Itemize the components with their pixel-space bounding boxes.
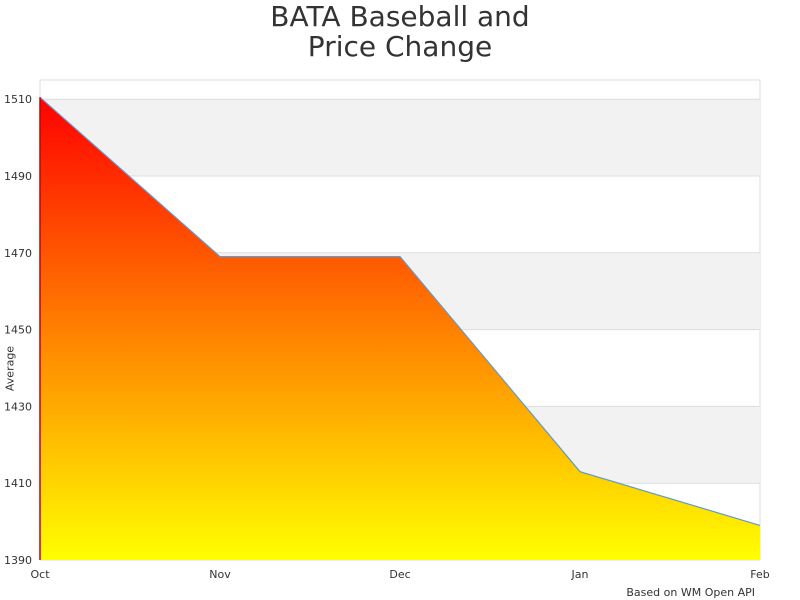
y-tick-label: 1410 — [4, 477, 32, 490]
x-tick-label: Jan — [571, 568, 589, 581]
x-tick-label: Oct — [30, 568, 50, 581]
y-tick-label: 1510 — [4, 93, 32, 106]
credit-text: Based on WM Open API — [626, 586, 755, 599]
title-line-2: Price Change — [307, 30, 493, 63]
grid-band — [40, 99, 760, 176]
title-line-1: BATA Baseball and — [270, 0, 530, 33]
y-tick-label: 1430 — [4, 400, 32, 413]
y-tick-label: 1450 — [4, 324, 32, 337]
x-tick-label: Feb — [750, 568, 769, 581]
x-tick-label: Nov — [209, 568, 231, 581]
x-tick-label: Dec — [389, 568, 410, 581]
y-tick-label: 1490 — [4, 170, 32, 183]
y-tick-label: 1470 — [4, 247, 32, 260]
chart-title: BATA Baseball and Price Change — [0, 2, 800, 62]
y-tick-label: 1390 — [4, 554, 32, 567]
area-fill — [40, 97, 760, 560]
y-axis-label: Average — [3, 345, 17, 392]
